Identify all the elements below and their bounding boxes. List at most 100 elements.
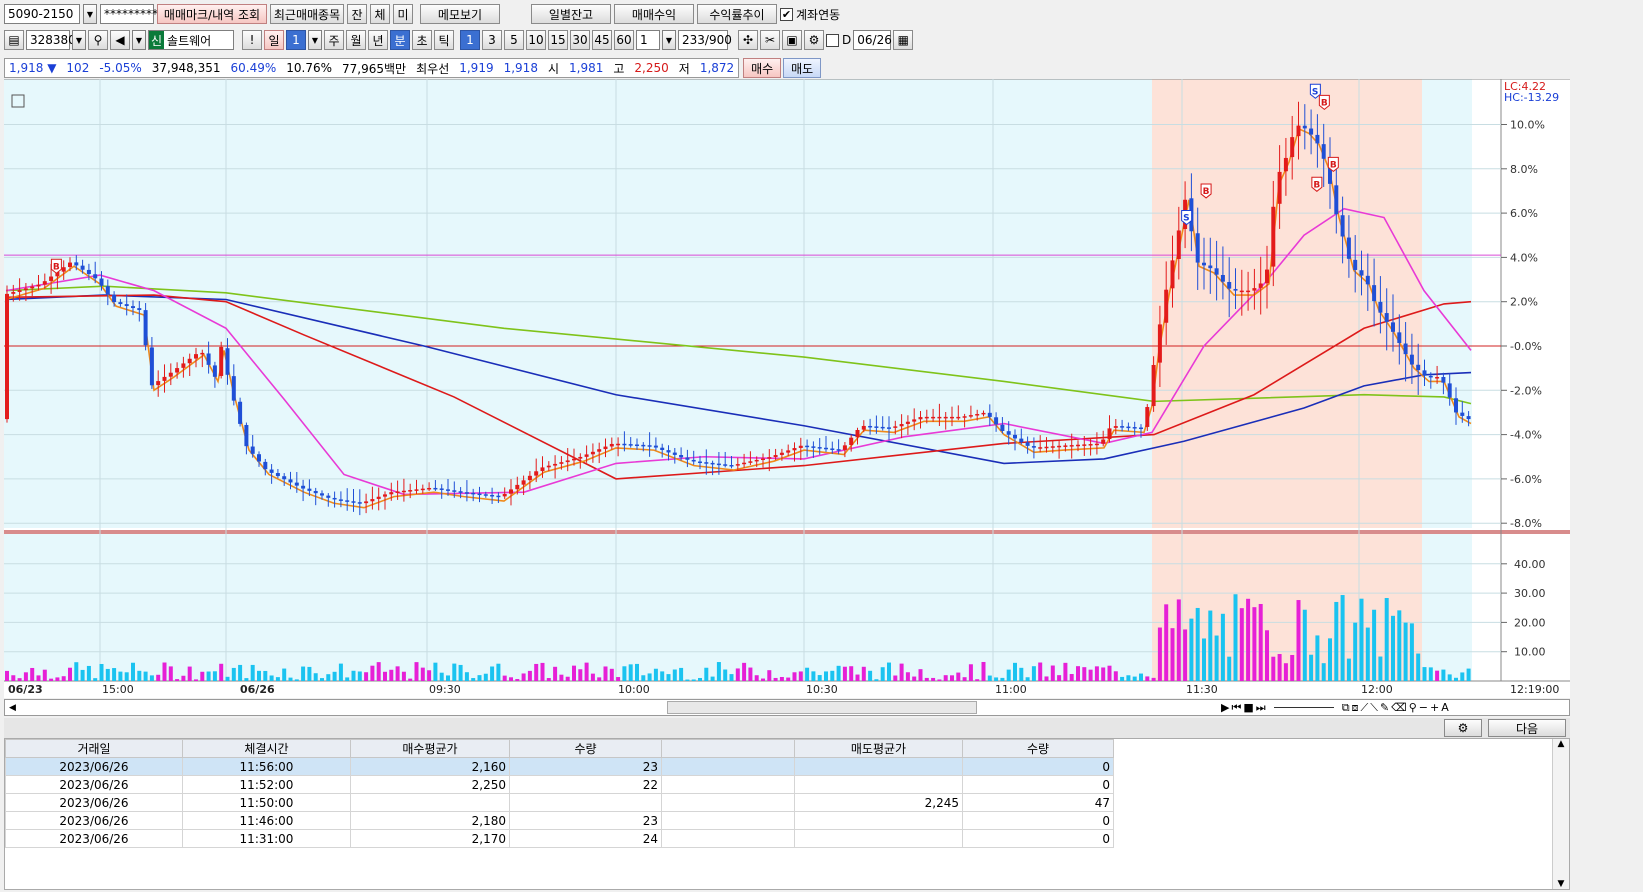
period-month-button[interactable]: 월 (346, 30, 366, 50)
column-header[interactable]: 거래일 (5, 739, 183, 758)
volume-bar (1107, 665, 1112, 681)
candle-body (1050, 446, 1055, 448)
rewind-icon[interactable]: ⏮ (1231, 700, 1242, 714)
forward-icon[interactable]: ⏭ (1255, 700, 1266, 714)
trade-profit-button[interactable]: 매매수익 (614, 4, 694, 24)
column-header[interactable]: 수량 (509, 739, 662, 758)
trade-table: 거래일 체결시간 매수평균가 수량 매도평균가 수량 2023/06/26 11:56:00… (5, 739, 1114, 848)
return-trend-button[interactable]: 수익률추이 (697, 4, 777, 24)
speaker-icon[interactable]: ◀ (110, 30, 130, 50)
stock-code-input[interactable]: 328380 (26, 30, 76, 50)
calendar-icon[interactable]: ▦ (893, 30, 914, 50)
column-header[interactable]: 매수평균가 (350, 739, 510, 758)
text-icon[interactable]: A (1441, 701, 1449, 714)
speaker-dropdown[interactable]: ▼ (132, 30, 146, 50)
zoom-slider[interactable] (1273, 707, 1334, 708)
next-button[interactable]: 다음 (1488, 719, 1566, 737)
min-option-5[interactable]: 5 (504, 30, 524, 50)
min-option-1[interactable]: 1 (460, 30, 480, 50)
alert-button[interactable]: ! (242, 30, 262, 50)
time-axis-label: 11:30 (1186, 683, 1218, 696)
draw-icon[interactable]: ✎ (1379, 701, 1390, 714)
table-row[interactable]: 2023/06/26 11:50:00 2,245 47 (5, 793, 1114, 812)
erase-icon[interactable]: ⌫ (1391, 701, 1407, 714)
min-option-60[interactable]: 60 (614, 30, 634, 50)
min-option-45[interactable]: 45 (592, 30, 612, 50)
account-dropdown[interactable]: ▼ (83, 4, 97, 24)
play-icon[interactable]: ▶ (1221, 701, 1230, 714)
count-field[interactable]: 233/900 (678, 30, 732, 50)
table-row[interactable]: 2023/06/26 11:56:00 2,160 23 0 (5, 757, 1114, 776)
line-icon[interactable]: ⟍ (1370, 700, 1378, 714)
date-input[interactable]: 06/26 (853, 30, 892, 50)
period-num-button[interactable]: 1 (286, 30, 306, 50)
table-row[interactable]: 2023/06/26 11:46:00 2,180 23 0 (5, 811, 1114, 830)
custom-period-dropdown[interactable]: ▼ (662, 30, 676, 50)
scroll-up-icon[interactable]: ▲ (1557, 739, 1565, 749)
candle-body (672, 452, 677, 455)
column-header[interactable] (661, 739, 795, 758)
buy-button[interactable]: 매수 (743, 58, 782, 78)
plus-icon[interactable]: + (1430, 701, 1440, 714)
layout-icon[interactable]: ▤ (4, 30, 24, 50)
balance-button[interactable]: 잔 (347, 4, 367, 24)
min-option-30[interactable]: 30 (570, 30, 590, 50)
column-header[interactable]: 매도평균가 (794, 739, 963, 758)
grid-settings-icon[interactable]: ⚙ (1444, 719, 1482, 737)
period-week-button[interactable]: 주 (324, 30, 344, 50)
candle-body (1019, 438, 1024, 443)
scroll-thumb[interactable] (667, 701, 977, 714)
min-option-10[interactable]: 10 (526, 30, 546, 50)
daily-balance-button[interactable]: 일별잔고 (531, 4, 611, 24)
candle-body (49, 276, 54, 281)
table-row[interactable]: 2023/06/26 11:31:00 2,170 24 0 (5, 829, 1114, 848)
chart-scrollbar[interactable]: ◀ ▶ ⏮ ■ ⏭ ⧉ ⧈ ⟋ ⟍ ✎ ⌫ ⚲ − + A (4, 699, 1570, 716)
save-icon[interactable]: ▣ (782, 30, 802, 50)
minus-icon[interactable]: − (1418, 701, 1429, 714)
trade-mark-button[interactable]: 매매마크/내역 조회 (157, 4, 267, 24)
volume-bar (660, 671, 665, 681)
grid-scrollbar[interactable]: ▲ ▼ (1552, 739, 1569, 889)
min-option-3[interactable]: 3 (482, 30, 502, 50)
account-input[interactable]: 5090-2150 (4, 4, 80, 24)
memo-button[interactable]: 메모보기 (420, 4, 500, 24)
account-link-toggle[interactable]: ✔ 계좌연동 (780, 7, 841, 22)
volume-bar (1454, 677, 1458, 681)
period-year-button[interactable]: 년 (368, 30, 388, 50)
search-icon[interactable]: ⚲ (88, 30, 108, 50)
stock-code-dropdown[interactable]: ▼ (72, 30, 86, 50)
scroll-down-icon[interactable]: ▼ (1557, 879, 1565, 889)
column-header[interactable]: 체결시간 (182, 739, 351, 758)
date-toggle[interactable]: D (826, 33, 851, 47)
gear-icon[interactable]: ⚙ (804, 30, 824, 50)
period-min-button[interactable]: 분 (390, 30, 410, 50)
crosshair-icon[interactable]: ✣ (738, 30, 758, 50)
volume-bar (1170, 628, 1175, 681)
password-input[interactable]: ********* (100, 4, 158, 24)
period-num-dropdown[interactable]: ▼ (308, 30, 322, 50)
copy-icon[interactable]: ⧉ (1341, 700, 1350, 714)
volume-bar (830, 670, 835, 681)
column-header[interactable]: 수량 (962, 739, 1114, 758)
stop-icon[interactable]: ■ (1243, 701, 1254, 714)
zoom-icon[interactable]: ⚲ (1408, 701, 1417, 714)
scroll-left-icon[interactable]: ◀ (9, 702, 16, 713)
period-tick-button[interactable]: 틱 (434, 30, 454, 50)
min-option-15[interactable]: 15 (548, 30, 568, 50)
custom-period-input[interactable]: 1 (636, 30, 660, 50)
trend-icon[interactable]: ⟋ (1360, 700, 1369, 714)
unexecuted-button[interactable]: 미 (393, 4, 413, 24)
candle-body (1428, 375, 1433, 378)
indicator-icon[interactable]: ✂ (760, 30, 780, 50)
layers-icon[interactable]: ⧈ (1351, 700, 1359, 714)
executed-button[interactable]: 체 (370, 4, 390, 24)
volume-bar (950, 675, 954, 681)
recent-trades-button[interactable]: 최근매매종목 (270, 4, 344, 24)
period-sec-button[interactable]: 초 (412, 30, 432, 50)
table-row[interactable]: 2023/06/26 11:52:00 2,250 22 0 (5, 775, 1114, 794)
period-day-button[interactable]: 일 (264, 30, 284, 50)
sell-button[interactable]: 매도 (783, 58, 822, 78)
stock-name-field[interactable]: 신 솔트웨어 (148, 30, 234, 50)
